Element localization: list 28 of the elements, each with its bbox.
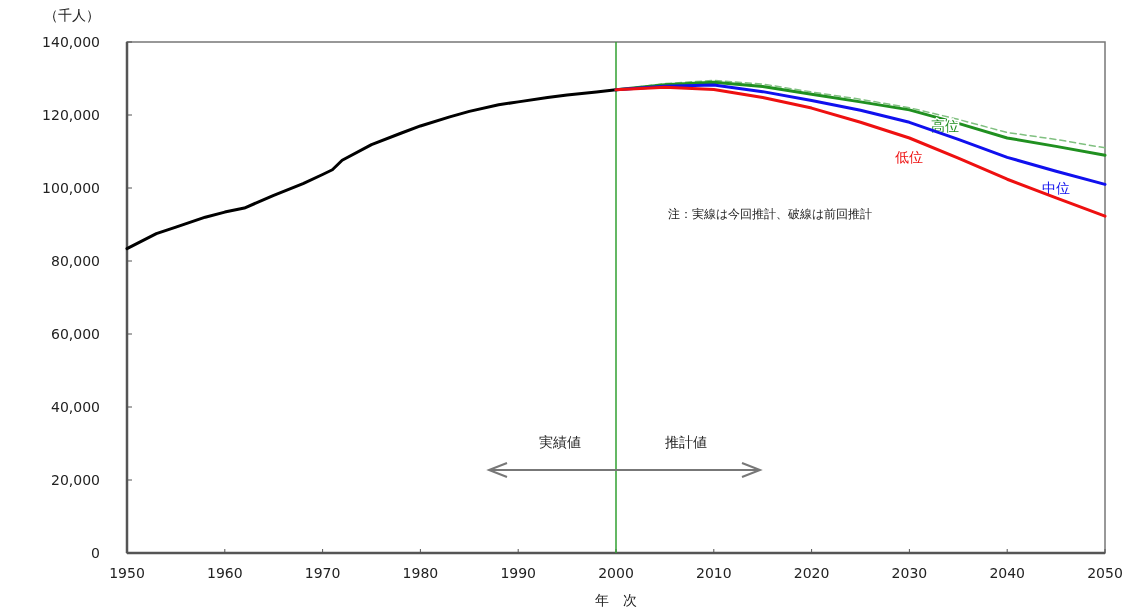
x-tick-label: 1990 — [500, 565, 537, 581]
x-tick-label: 2020 — [793, 565, 830, 581]
x-tick-label: 1960 — [206, 565, 243, 581]
line-series — [125, 88, 618, 251]
x-tick-label: 2030 — [891, 565, 928, 581]
y-axis-title: （千人） — [44, 7, 100, 23]
x-tick-label: 2010 — [695, 565, 732, 581]
y-tick-label: 60,000 — [51, 326, 100, 342]
series-label: 中位 — [1042, 180, 1071, 197]
x-tick-label: 1980 — [402, 565, 439, 581]
line-series — [614, 85, 1107, 218]
x-tick-label: 2000 — [598, 565, 634, 581]
y-tick-label: 20,000 — [51, 472, 100, 488]
y-tick-label: 80,000 — [51, 253, 100, 269]
series-label: 低位 — [895, 148, 924, 165]
y-tick-label: 140,000 — [42, 34, 100, 50]
x-tick-label: 2040 — [989, 565, 1026, 581]
y-tick-label: 120,000 — [42, 107, 100, 123]
x-tick-label: 2050 — [1087, 565, 1123, 581]
y-tick-label: 100,000 — [42, 180, 100, 196]
y-tick-label: 0 — [91, 545, 100, 561]
x-axis-title: 年 次 — [595, 592, 637, 608]
y-tick-label: 40,000 — [51, 399, 100, 415]
annotation: 注：実線は今回推計、破線は前回推計 — [668, 207, 872, 221]
annotation: 実績値 — [539, 434, 581, 450]
x-tick-label: 1950 — [109, 565, 145, 581]
annotation: 推計値 — [665, 434, 707, 450]
x-tick-label: 1970 — [304, 565, 341, 581]
